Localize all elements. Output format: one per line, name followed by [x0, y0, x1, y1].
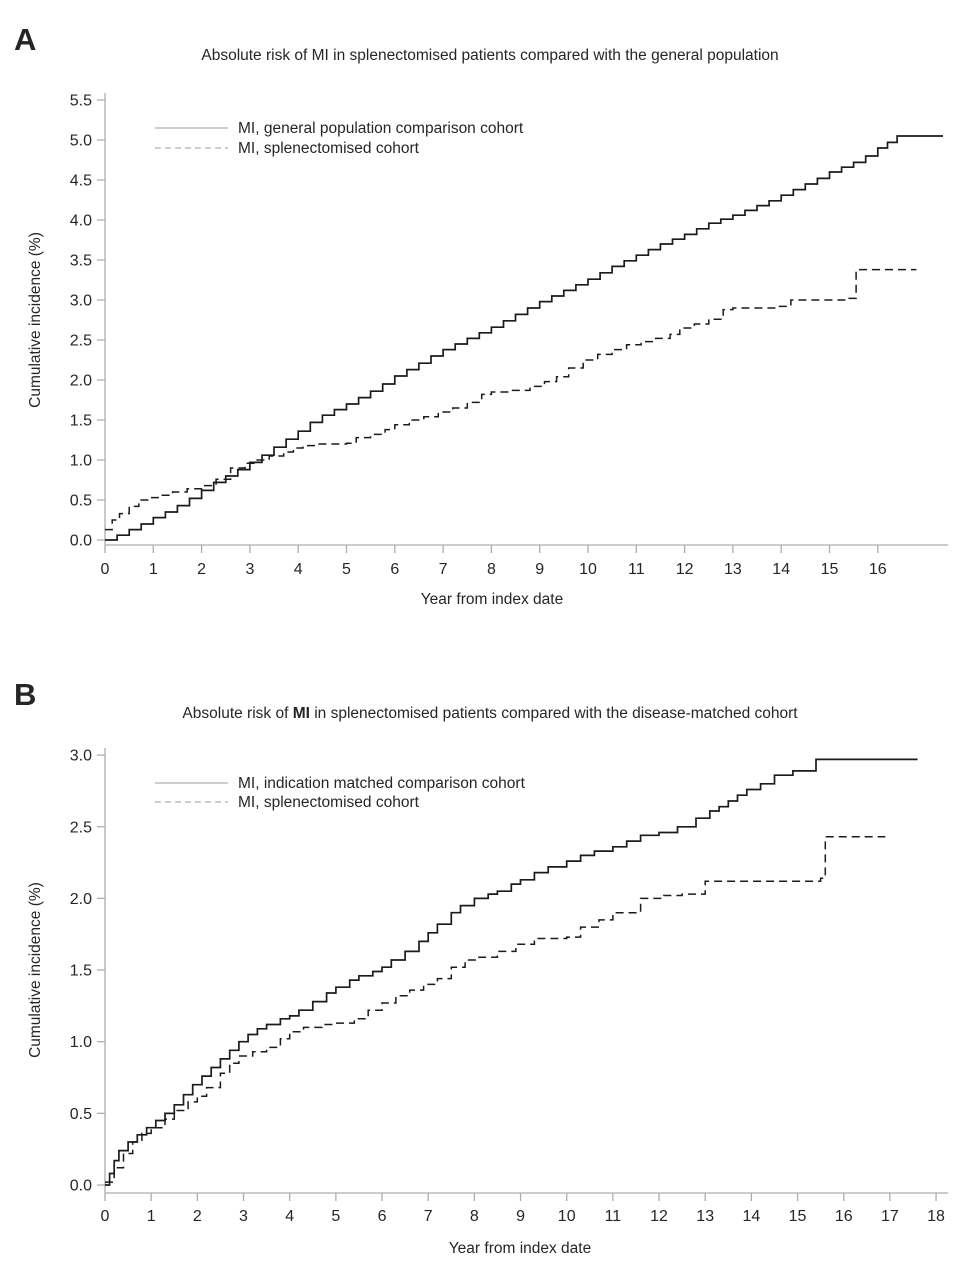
- y-tick-label: 0.5: [70, 1106, 92, 1123]
- series-line-solid: [105, 135, 943, 541]
- y-tick-label: 2.0: [70, 373, 92, 390]
- x-tick-label: 5: [331, 1208, 340, 1225]
- x-tick-label: 16: [869, 561, 887, 578]
- x-tick-label: 1: [149, 561, 158, 578]
- x-tick-label: 8: [487, 561, 496, 578]
- x-tick-label: 2: [197, 561, 206, 578]
- y-axis-title: Cumulative incidence (%): [27, 232, 44, 408]
- y-tick-label: 5.0: [70, 133, 92, 150]
- y-tick-label: 0.0: [70, 533, 92, 550]
- panel-a: A Absolute risk of MI in splenectomised p…: [14, 22, 948, 608]
- y-tick-label: 1.5: [70, 413, 92, 430]
- x-tick-label: 9: [516, 1208, 525, 1225]
- y-tick-label: 3.0: [70, 748, 92, 765]
- series-line-dashed: [105, 836, 886, 1183]
- legend-label: MI, splenectomised cohort: [238, 140, 420, 157]
- x-tick-label: 3: [245, 561, 254, 578]
- x-axis-title: Year from index date: [421, 591, 563, 608]
- y-tick-label: 0.5: [70, 493, 92, 510]
- panel-b-chart: B Absolute risk of MI in splenectomised p…: [14, 677, 948, 1257]
- x-tick-label: 13: [696, 1208, 714, 1225]
- x-tick-label: 17: [881, 1208, 899, 1225]
- y-tick-label: 2.0: [70, 891, 92, 908]
- x-tick-label: 11: [628, 561, 645, 578]
- chart-title: Absolute risk of MI in splenectomised pa…: [201, 47, 778, 64]
- x-tick-label: 11: [605, 1208, 622, 1225]
- x-tick-label: 10: [558, 1208, 576, 1225]
- y-tick-label: 5.5: [70, 93, 92, 110]
- x-tick-label: 2: [193, 1208, 202, 1225]
- panel-marker: B: [14, 677, 36, 712]
- x-tick-label: 0: [101, 1208, 110, 1225]
- x-tick-label: 7: [424, 1208, 433, 1225]
- y-tick-label: 4.0: [70, 213, 92, 230]
- x-tick-label: 12: [676, 561, 694, 578]
- y-tick-label: 3.0: [70, 293, 92, 310]
- legend-label: MI, indication matched comparison cohort: [238, 775, 526, 792]
- x-tick-label: 0: [101, 561, 110, 578]
- legend-label: MI, splenectomised cohort: [238, 794, 420, 811]
- x-tick-label: 12: [650, 1208, 668, 1225]
- x-tick-label: 14: [772, 561, 790, 578]
- x-tick-label: 15: [821, 561, 839, 578]
- chart-title: Absolute risk of MI in splenectomised pa…: [182, 705, 798, 722]
- x-tick-label: 8: [470, 1208, 479, 1225]
- x-tick-label: 9: [535, 561, 544, 578]
- y-tick-label: 2.5: [70, 819, 92, 836]
- x-tick-label: 14: [742, 1208, 760, 1225]
- series-line-solid: [105, 758, 918, 1186]
- x-tick-label: 6: [378, 1208, 387, 1225]
- x-axis-title: Year from index date: [449, 1240, 591, 1257]
- x-tick-label: 4: [294, 561, 303, 578]
- y-tick-label: 0.0: [70, 1178, 92, 1195]
- x-tick-label: 13: [724, 561, 742, 578]
- y-tick-label: 2.5: [70, 333, 92, 350]
- x-tick-label: 4: [285, 1208, 294, 1225]
- x-tick-label: 16: [835, 1208, 853, 1225]
- y-tick-label: 3.5: [70, 253, 92, 270]
- x-tick-label: 15: [789, 1208, 807, 1225]
- y-tick-label: 1.0: [70, 1034, 92, 1051]
- x-tick-label: 1: [147, 1208, 156, 1225]
- x-tick-label: 18: [927, 1208, 945, 1225]
- x-tick-label: 5: [342, 561, 351, 578]
- y-axis-title: Cumulative incidence (%): [27, 882, 44, 1058]
- y-tick-label: 4.5: [70, 173, 92, 190]
- x-tick-label: 6: [390, 561, 399, 578]
- series-line-dashed: [105, 268, 917, 531]
- panel-a-chart: A Absolute risk of MI in splenectomised p…: [14, 22, 948, 608]
- panel-marker: A: [14, 22, 36, 57]
- panel-b: B Absolute risk of MI in splenectomised p…: [0, 648, 956, 1280]
- x-tick-label: 7: [439, 561, 448, 578]
- x-tick-label: 10: [579, 561, 597, 578]
- legend-label: MI, general population comparison cohort: [238, 120, 524, 137]
- y-tick-label: 1.0: [70, 453, 92, 470]
- y-tick-label: 1.5: [70, 963, 92, 980]
- x-tick-label: 3: [239, 1208, 248, 1225]
